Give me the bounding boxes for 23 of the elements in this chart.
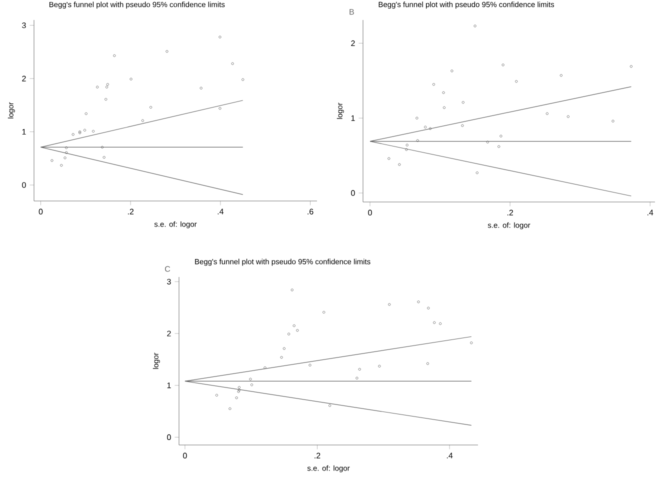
- x-tick-label: .4: [446, 452, 453, 458]
- x-tick-label: .2: [507, 210, 513, 216]
- text: C: [165, 266, 170, 272]
- y-tick-label: 2: [351, 40, 355, 46]
- y-tick-label: 0: [167, 434, 171, 440]
- y-tick-label: 3: [167, 278, 171, 284]
- y-tick-label: 0: [22, 182, 26, 188]
- x-tick-label: .6: [308, 208, 314, 214]
- x-tick-label: 0: [368, 210, 372, 216]
- x-tick-label: 0: [38, 208, 43, 214]
- y-tick-label: 2: [167, 330, 171, 336]
- y-tick-label: 1: [22, 129, 26, 135]
- y-tick-label: 0: [351, 190, 355, 196]
- x-tick-label: .4: [218, 208, 224, 214]
- y-tick-label: 1: [351, 115, 355, 121]
- x-tick-label: 0: [183, 452, 187, 458]
- y-tick-label: 2: [22, 76, 26, 82]
- x-tick-label: .2: [314, 452, 320, 458]
- y-tick-label: 1: [167, 382, 171, 388]
- y-tick-label: 3: [22, 22, 26, 28]
- x-tick-label: .4: [647, 210, 654, 216]
- text: B: [350, 9, 354, 15]
- x-tick-label: .2: [128, 208, 134, 214]
